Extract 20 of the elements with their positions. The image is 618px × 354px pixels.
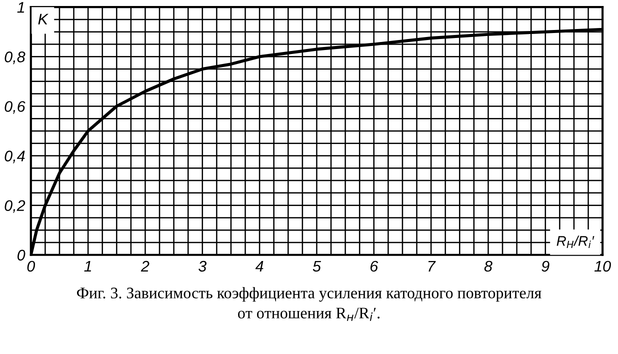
x-tick-label: 1 <box>84 260 92 272</box>
x-tick-label: 6 <box>370 260 378 272</box>
y-tick-label: 0,4 <box>4 150 25 164</box>
x-axis-title: R$_{H}$/R$_{i}$′ <box>556 236 594 248</box>
x-tick-label: 2 <box>140 260 150 272</box>
x-tick-label: 10 <box>594 260 611 272</box>
text: Фиг. 3. Зависимость коэффициента усиления катодного повторителя от отношения R$_{н}$/R$_{i}$′. <box>76 287 542 321</box>
x-tick-label: 8 <box>484 260 492 272</box>
x-tick-label: 5 <box>312 260 322 272</box>
y-tick-label: 1 <box>17 2 24 13</box>
x-tick-label: 0 <box>27 260 36 272</box>
y-tick-label: 0,2 <box>4 200 26 213</box>
x-tick-label: 9 <box>542 260 550 272</box>
y-axis-title: K <box>38 14 49 24</box>
x-tick-label: 4 <box>255 260 264 272</box>
y-tick-label: 0,8 <box>4 52 26 64</box>
y-tick-label: 0,6 <box>4 101 26 114</box>
x-tick-label: 7 <box>428 260 436 272</box>
x-tick-label: 3 <box>198 260 207 272</box>
y-tick-label: 0 <box>18 250 26 261</box>
